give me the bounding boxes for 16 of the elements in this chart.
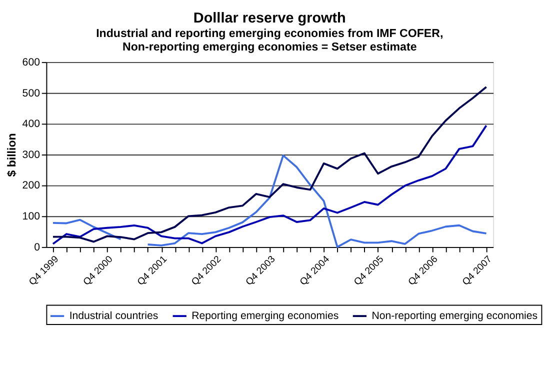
y-tick-label: 0: [34, 241, 40, 254]
line-series: [52, 86, 488, 243]
y-tick-label: 300: [22, 148, 40, 161]
y-axis-title: $ billion: [6, 133, 19, 177]
y-tick-label: 600: [22, 56, 40, 68]
y-tick-label: 500: [22, 87, 40, 100]
line-series: [52, 124, 488, 245]
y-tick-label: 400: [22, 118, 40, 130]
y-tick-label: 100: [22, 210, 40, 223]
legend-label: Industrial countries: [69, 310, 158, 322]
chart-title: Dolllar reserve growth: [193, 10, 346, 27]
text: Non-reporting emerging economies = Setser estimate: [122, 42, 417, 54]
y-tick-label: 200: [22, 180, 40, 192]
text: Industrial and reporting emerging economies from IMF COFER,: [96, 28, 444, 40]
legend-label: Reporting emerging economies: [192, 310, 339, 322]
legend-label: Non-reporting emerging economies: [372, 310, 538, 322]
